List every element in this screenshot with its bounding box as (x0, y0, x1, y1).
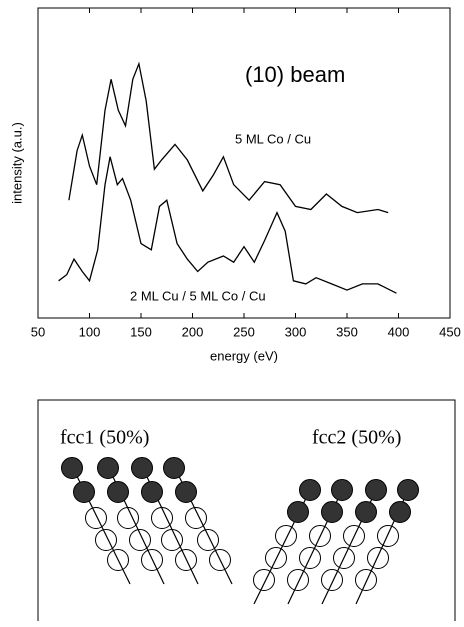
atom-dark (175, 481, 197, 503)
atom-dark (397, 479, 419, 501)
series-label: 2 ML Cu / 5 ML Co / Cu (130, 288, 266, 303)
atom-chain (169, 457, 233, 585)
x-tick-label: 400 (388, 324, 410, 339)
atom-open (367, 547, 389, 569)
plot-frame (37, 7, 451, 319)
x-axis-label: energy (eV) (210, 348, 278, 363)
x-tick-label: 350 (336, 324, 358, 339)
atom-open (151, 507, 173, 529)
x-tick-label: 100 (79, 324, 101, 339)
atom-diagram (61, 457, 419, 605)
atom-open (95, 529, 117, 551)
diagram-label: fcc2 (50%) (312, 427, 401, 449)
atom-dark (355, 501, 377, 523)
atom-open (107, 549, 129, 571)
atom-open (265, 547, 287, 569)
atom-dark (141, 481, 163, 503)
y-axis-label: intensity (a.u.) (9, 122, 24, 204)
atom-dark (365, 479, 387, 501)
series-label: 5 ML Co / Cu (235, 131, 311, 146)
atom-chain (321, 481, 381, 605)
atom-open (85, 507, 107, 529)
atom-open (321, 569, 343, 591)
series-line (68, 61, 389, 214)
atom-open (209, 549, 231, 571)
x-tick-label: 50 (31, 324, 45, 339)
series-line (58, 156, 397, 294)
x-tick-label: 150 (130, 324, 152, 339)
atom-dark (299, 479, 321, 501)
atom-open (299, 547, 321, 569)
x-tick-label: 300 (285, 324, 307, 339)
x-tick-label: 200 (182, 324, 204, 339)
atom-dark (97, 457, 119, 479)
diagram-label: fcc1 (50%) (60, 427, 149, 449)
atom-dark (163, 457, 185, 479)
atom-open (309, 525, 331, 547)
atom-dark (73, 481, 95, 503)
atom-chain (137, 457, 199, 585)
atom-chain (253, 481, 315, 605)
diagram-frame (37, 399, 456, 621)
atom-open (253, 569, 275, 591)
atom-open (377, 525, 399, 547)
atom-open (197, 529, 219, 551)
atom-open (117, 507, 139, 529)
atom-open (175, 549, 197, 571)
atom-open (129, 529, 151, 551)
atom-chain (287, 481, 347, 605)
atom-dark (131, 457, 153, 479)
atom-dark (321, 501, 343, 523)
atom-open (333, 547, 355, 569)
atom-chain (355, 481, 413, 605)
atom-dark (287, 501, 309, 523)
atom-dark (107, 481, 129, 503)
atom-open (287, 569, 309, 591)
x-tick-label: 250 (233, 324, 255, 339)
atom-open (161, 529, 183, 551)
atom-dark (331, 479, 353, 501)
atom-dark (389, 501, 411, 523)
atom-chain (103, 457, 165, 585)
atom-dark (61, 457, 83, 479)
atom-open (141, 549, 163, 571)
atom-open (355, 569, 377, 591)
atom-open (275, 525, 297, 547)
atom-open (343, 525, 365, 547)
annotation: (10) beam (245, 62, 345, 87)
atom-open (185, 507, 207, 529)
atom-chain (67, 457, 131, 585)
x-tick-label: 450 (439, 324, 461, 339)
